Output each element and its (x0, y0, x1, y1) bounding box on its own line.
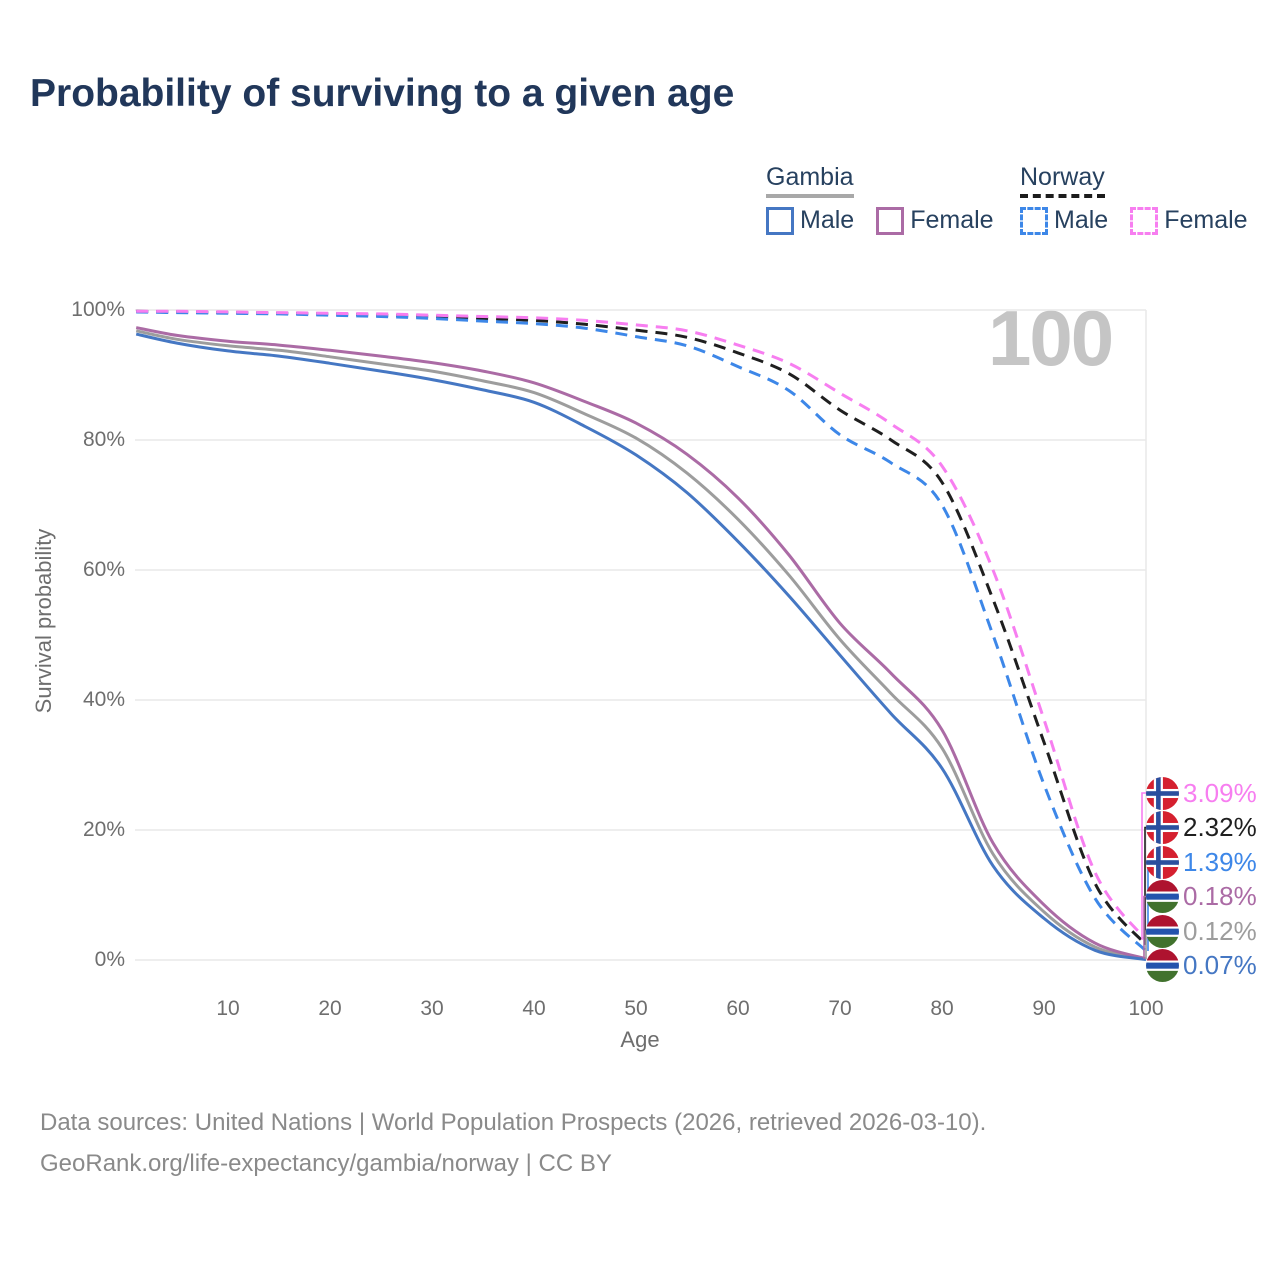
end-label-value: 0.07% (1183, 950, 1257, 980)
y-tick-label: 60% (82, 558, 125, 581)
end-label-value: 3.09% (1183, 777, 1257, 808)
x-axis-title: Age (620, 1027, 660, 1052)
legend-item-norway-male[interactable]: Male (1020, 206, 1108, 235)
legend-item-label: Female (910, 206, 994, 234)
x-tick-label: 80 (930, 997, 954, 1020)
x-tick-label: 30 (420, 997, 444, 1020)
watermark-age-100: 100 (988, 294, 1114, 382)
legend-item-label: Male (1054, 206, 1109, 234)
end-label-row-norway-female: 3.09% (1146, 776, 1257, 810)
x-tick-label: 10 (216, 997, 240, 1020)
x-tick-label: 90 (1032, 997, 1056, 1020)
gambia-female-swatch-icon (876, 206, 905, 235)
curve-norway-male (136, 310, 1148, 953)
legend-group-gambia: Gambia Male Female (766, 163, 994, 235)
norway-flag-icon (1146, 845, 1179, 879)
legend-item-label: Male (800, 206, 855, 234)
end-label-row-gambia-male: 0.07% (1146, 949, 1257, 983)
x-tick-label: 70 (828, 997, 852, 1020)
legend-group-norway: Norway Male Female (1020, 163, 1248, 235)
footer-data-sources: Data sources: United Nations | World Pop… (40, 1109, 987, 1136)
end-label-value: 2.32% (1183, 812, 1257, 842)
legend-row-gambia: Male Female (766, 206, 994, 235)
x-tick-label: 100 (1128, 997, 1164, 1020)
curve-norway-both-sexes (136, 309, 1148, 946)
y-tick-label: 40% (82, 688, 125, 711)
y-tick-label: 100% (71, 298, 125, 321)
footer: Data sources: United Nations | World Pop… (40, 1102, 986, 1184)
curve-gambia-male (135, 332, 1147, 961)
page-title: Probability of surviving to a given age (30, 72, 735, 115)
x-tick-label: 50 (624, 997, 648, 1020)
legend-item-gambia-female[interactable]: Female (876, 206, 994, 235)
legend-row-norway: Male Female (1020, 206, 1248, 235)
legend-item-norway-female[interactable]: Female (1130, 206, 1248, 235)
end-label-row-norway-both-sexes: 2.32% (1146, 811, 1257, 845)
end-label-row-gambia-female: 0.18% (1146, 880, 1257, 914)
norway-male-swatch-icon (1020, 206, 1048, 235)
end-label-row-norway-male: 1.39% (1146, 845, 1257, 879)
gambia-flag-icon (1146, 914, 1179, 948)
end-label-value: 0.18% (1183, 881, 1257, 911)
norway-flag-icon (1146, 776, 1179, 810)
norway-flag-icon (1146, 811, 1179, 844)
end-label-value: 1.39% (1183, 846, 1257, 877)
legend-item-gambia-male[interactable]: Male (766, 206, 854, 235)
end-label-value: 0.12% (1183, 915, 1257, 946)
y-tick-label: 20% (82, 818, 125, 841)
legend-label-norway: Norway (1020, 163, 1105, 198)
gambia-flag-icon (1146, 880, 1179, 913)
curve-gambia-both-sexes (135, 329, 1147, 961)
x-tick-label: 20 (318, 997, 342, 1020)
x-tick-label: 40 (522, 997, 546, 1020)
gambia-male-swatch-icon (766, 206, 794, 235)
curve-gambia-female (135, 326, 1147, 961)
curve-norway-female (136, 309, 1148, 941)
legend-label-gambia: Gambia (766, 163, 854, 198)
end-label-row-gambia-both-sexes: 0.12% (1146, 914, 1257, 948)
footer-attribution: GeoRank.org/life-expectancy/gambia/norwa… (40, 1150, 612, 1177)
legend-item-label: Female (1164, 206, 1248, 234)
x-tick-label: 60 (726, 997, 750, 1020)
y-tick-label: 80% (82, 428, 125, 451)
y-tick-label: 0% (94, 948, 125, 971)
gambia-flag-icon (1146, 949, 1179, 982)
norway-female-swatch-icon (1130, 206, 1159, 235)
